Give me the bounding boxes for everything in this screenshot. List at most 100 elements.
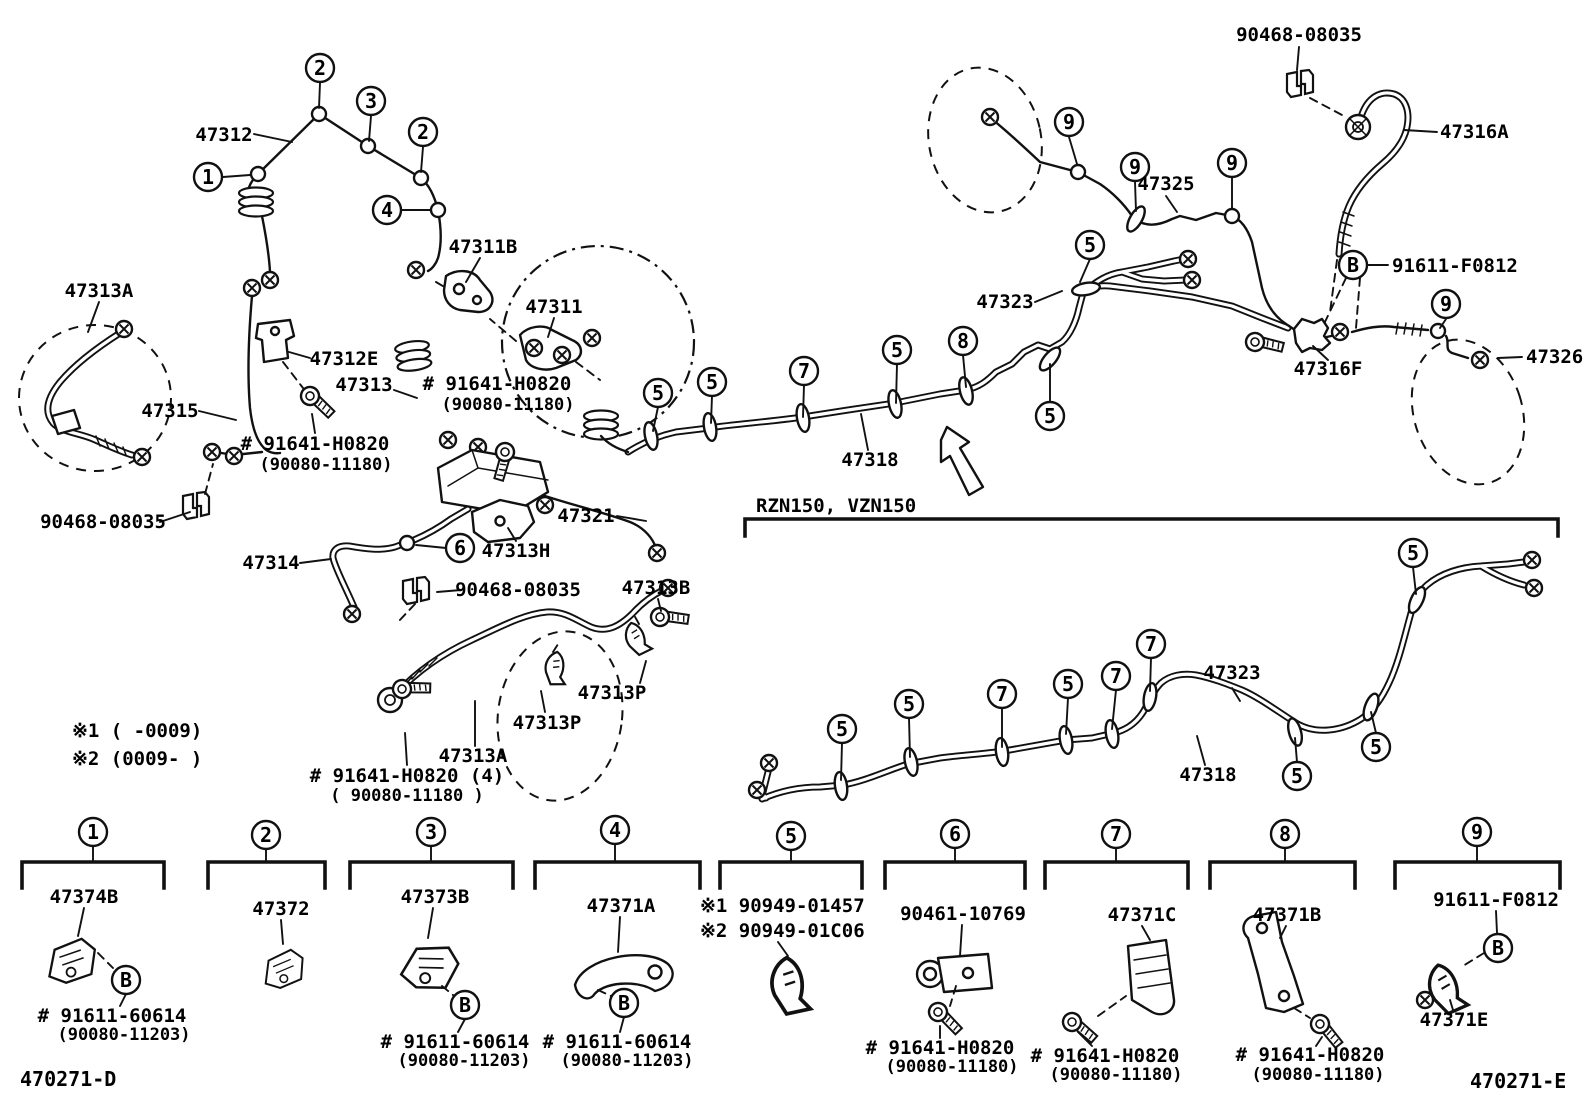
tube-47315 — [247, 294, 282, 455]
ref-bolt-7: # 91641-H0820 — [1031, 1045, 1180, 1067]
ref-bolt-1: # 91611-60614 — [38, 1005, 187, 1027]
svg-text:1: 1 — [87, 820, 99, 844]
label-clip-left: 90468-08035 — [40, 511, 166, 533]
label-47315: 47315 — [141, 400, 198, 422]
clip-90468-top — [1285, 68, 1315, 99]
svg-text:5: 5 — [706, 370, 718, 394]
ref-bolt-3-sub: (90080-11203) — [397, 1051, 530, 1071]
callout-7: 7 — [986, 678, 1018, 710]
tube-47321 — [543, 494, 658, 550]
callout-5: 5 — [881, 334, 913, 366]
direction-arrow — [939, 425, 985, 497]
callout-4: 4 — [371, 194, 403, 226]
svg-text:7: 7 — [798, 359, 810, 383]
callout-5: 5 — [1281, 760, 1313, 792]
callout-5: 5 — [1052, 668, 1084, 700]
ref-callout-B9: B — [1482, 932, 1514, 964]
ref-bolt-6-sub: (90080-11180) — [885, 1057, 1018, 1077]
svg-text:5: 5 — [891, 338, 903, 362]
bolt-47313b — [647, 598, 693, 636]
label-47313: 47313 — [335, 374, 392, 396]
svg-text:9: 9 — [1471, 820, 1483, 844]
label-bolt-left: # 91641-H0820 — [241, 433, 390, 455]
svg-text:7: 7 — [996, 682, 1008, 706]
label-47326: 47326 — [1526, 346, 1583, 368]
ref-bracket-5 — [718, 860, 864, 890]
label-bolt4: # 91641-H0820 (4) — [310, 765, 504, 787]
ref-callout-6: 6 — [939, 818, 971, 850]
ref-callout-9: 9 — [1461, 816, 1493, 848]
ref-bracket-9 — [1393, 860, 1562, 890]
drawing-number-left: 470271-D — [20, 1067, 116, 1091]
ref-callout-B3: B — [449, 989, 481, 1021]
ref-callout-B4: B — [608, 987, 640, 1019]
ref-callout-2: 2 — [250, 819, 282, 851]
bracket-47371b — [1242, 910, 1305, 1014]
svg-text:7: 7 — [1110, 664, 1122, 688]
svg-text:5: 5 — [903, 692, 915, 716]
label-47318-bot: 47318 — [1179, 764, 1236, 786]
callout-7: 7 — [1135, 628, 1167, 660]
ref-part-90461: 90461-10769 — [900, 903, 1026, 925]
ref-part-47371c: 47371C — [1108, 904, 1177, 926]
svg-text:8: 8 — [1279, 822, 1291, 846]
label-47325: 47325 — [1137, 173, 1194, 195]
ref-bolt-6: # 91641-H0820 — [866, 1037, 1015, 1059]
svg-text:5: 5 — [652, 381, 664, 405]
bracket-47312e — [254, 318, 296, 364]
label-47314: 47314 — [242, 552, 299, 574]
callout-5: 5 — [1360, 731, 1392, 763]
svg-text:9: 9 — [1226, 151, 1238, 175]
svg-text:6: 6 — [454, 536, 466, 560]
note-1: ※1 ( -0009) — [72, 720, 202, 742]
ref-part-47374b: 47374B — [50, 886, 119, 908]
svg-text:5: 5 — [836, 717, 848, 741]
ref-part-47371b: 47371B — [1253, 904, 1322, 926]
ref-note-5-1: ※1 90949-01457 — [700, 895, 865, 917]
note-2: ※2 (0009- ) — [72, 748, 202, 770]
label-bolt-left-sub: (90080-11180) — [259, 455, 392, 475]
label-47313p-a: 47313P — [578, 682, 647, 704]
callout-5: 5 — [696, 366, 728, 398]
part-labels[interactable]: 47312 47311B 47313A 47312E 47313 47315 #… — [40, 24, 1583, 806]
svg-text:9: 9 — [1129, 155, 1141, 179]
callout-3: 3 — [355, 85, 387, 117]
svg-text:5: 5 — [1044, 404, 1056, 428]
ref-callout-1: 1 — [77, 816, 109, 848]
callout-2: 2 — [304, 52, 336, 84]
ref-bracket-1 — [20, 860, 166, 890]
leader-lines — [87, 46, 1523, 781]
callout-5: 5 — [893, 688, 925, 720]
svg-text:1: 1 — [202, 165, 214, 189]
ref-bolt-8: # 91641-H0820 — [1236, 1044, 1385, 1066]
callout-5: 5 — [1034, 400, 1066, 432]
label-47313a-mid: 47313A — [439, 745, 508, 767]
label-47311b: 47311B — [449, 236, 518, 258]
label-47312e: 47312E — [310, 348, 379, 370]
svg-text:9: 9 — [1063, 110, 1075, 134]
callout-9: 9 — [1216, 147, 1248, 179]
ref-callout-8: 8 — [1269, 818, 1301, 850]
svg-text:5: 5 — [1407, 541, 1419, 565]
ref-bracket-8 — [1208, 860, 1357, 890]
label-bolt-mid: # 91641-H0820 — [423, 373, 572, 395]
part-drawings — [50, 68, 1544, 802]
callout-B: B — [1337, 249, 1369, 281]
label-91611-f0812: 91611-F0812 — [1392, 255, 1518, 277]
svg-text:5: 5 — [1062, 672, 1074, 696]
callout-5: 5 — [1074, 229, 1106, 261]
label-47311: 47311 — [525, 296, 582, 318]
ref-callout-5: 5 — [775, 820, 807, 852]
callout-6: 6 — [444, 532, 476, 564]
callout-7: 7 — [1100, 660, 1132, 692]
svg-text:7: 7 — [1110, 822, 1122, 846]
label-47316f: 47316F — [1294, 358, 1363, 380]
label-47313b: 47313B — [622, 577, 691, 599]
callout-2b: 2 — [407, 116, 439, 148]
label-47313p-b: 47313P — [513, 712, 582, 734]
svg-text:5: 5 — [1370, 735, 1382, 759]
model-section-bracket — [743, 517, 1560, 538]
callouts[interactable]: 2 3 2 1 4 6 5 5 7 5 8 5 5 9 9 9 9 B 5 5 … — [192, 52, 1462, 792]
ref-callout-7: 7 — [1100, 818, 1132, 850]
